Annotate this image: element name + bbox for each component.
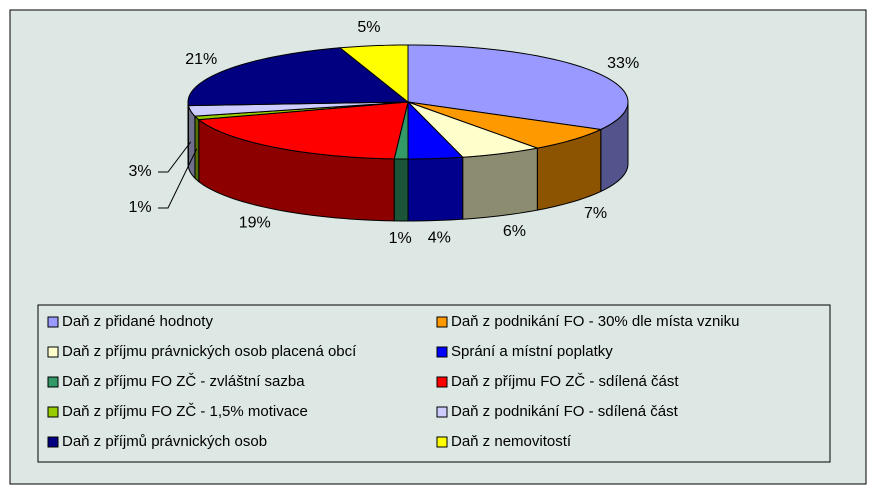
pie-slice [407, 44, 629, 130]
data-label: 19% [239, 214, 271, 231]
legend-swatch [47, 376, 59, 388]
slice-wall [462, 147, 538, 220]
legend-swatch [436, 436, 448, 448]
data-label: 1% [389, 230, 412, 247]
legend-swatch [47, 436, 59, 448]
legend-label: Daň z příjmu FO ZČ - zvláštní sazba [62, 373, 305, 390]
legend-label: Daň z podnikání FO - sdílená část [451, 403, 679, 420]
data-label: 3% [128, 163, 151, 180]
pie-slice [407, 100, 464, 160]
legend-label: Daň z příjmu právnických osob placená ob… [62, 343, 357, 360]
legend-label: Daň z přidané hodnoty [62, 313, 213, 330]
pie-slice [407, 101, 603, 149]
pie-slice [407, 101, 540, 158]
legend-swatch [436, 316, 448, 328]
data-label: 21% [185, 51, 217, 68]
slice-wall [194, 115, 200, 183]
legend-label: Sprání a místní poplatky [451, 343, 613, 360]
legend-swatch [47, 346, 59, 358]
leader-line [158, 148, 198, 209]
data-label: 5% [357, 19, 380, 36]
legend-label: Daň z nemovitostí [451, 433, 572, 450]
legend-swatch [436, 346, 448, 358]
legend-swatch [47, 316, 59, 328]
slice-wall [393, 158, 409, 222]
legend-label: Daň z příjmu FO ZČ - 1,5% motivace [62, 403, 308, 420]
legend-swatch [436, 376, 448, 388]
legend-label: Daň z podnikání FO - 30% dle místa vznik… [451, 313, 739, 330]
data-label: 33% [607, 55, 639, 72]
pie-slice [197, 101, 409, 160]
legend-swatch [436, 406, 448, 418]
data-label: 4% [428, 230, 451, 247]
legend-label: Daň z příjmu FO ZČ - sdílená část [451, 373, 679, 390]
pie-slice [187, 101, 409, 117]
data-label: 6% [503, 223, 526, 240]
legend-box [37, 304, 831, 463]
leader-line [158, 141, 192, 173]
pie-slice [187, 47, 410, 107]
slice-wall [187, 105, 196, 180]
legend-swatch [47, 406, 59, 418]
data-label: 1% [128, 199, 151, 216]
pie-slice [338, 44, 409, 104]
slice-wall [407, 156, 464, 222]
legend-label: Daň z příjmů právnických osob [62, 433, 267, 450]
data-label: 7% [584, 205, 607, 222]
